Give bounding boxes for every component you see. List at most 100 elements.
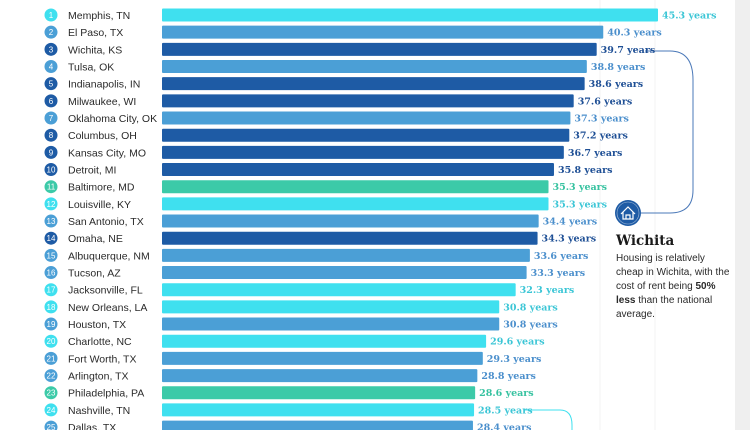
bar — [162, 214, 539, 228]
bar — [162, 8, 658, 22]
bar — [162, 317, 500, 331]
bar — [162, 180, 549, 194]
value-label: 45.3 years — [662, 11, 717, 22]
bar — [162, 403, 475, 417]
rank-badge — [44, 248, 58, 262]
rank-badge — [44, 266, 58, 280]
callout-connector — [641, 50, 694, 214]
rank-badge — [44, 334, 58, 348]
city-label: Kansas City, MO — [68, 147, 146, 159]
city-label: Oklahoma City, OK — [68, 113, 157, 125]
city-label: Columbus, OH — [68, 130, 137, 142]
value-label: 37.2 years — [573, 131, 628, 142]
value-label: 35.8 years — [558, 165, 613, 176]
city-label: Arlington, TX — [68, 371, 129, 383]
callout-title: Wichita — [616, 233, 675, 249]
rank-badge — [44, 128, 58, 142]
value-label: 33.6 years — [534, 251, 589, 262]
rank-number: 18 — [47, 303, 56, 312]
bar — [162, 369, 478, 383]
value-label: 32.3 years — [520, 285, 575, 296]
city-label: Baltimore, MD — [68, 182, 135, 194]
city-label: San Antonio, TX — [68, 216, 144, 228]
rank-badge — [44, 351, 58, 365]
callout-text-part: Housing is relatively cheap in Wichita, … — [616, 253, 730, 292]
wichita-callout: Wichita Housing is relatively cheap in W… — [616, 233, 734, 322]
callout-highlight: 50% less — [616, 281, 716, 306]
bar — [162, 266, 527, 280]
rank-badge — [44, 111, 58, 125]
rank-number: 24 — [47, 406, 56, 415]
rank-number: 13 — [47, 217, 56, 226]
rank-badge — [44, 317, 58, 331]
bar — [162, 25, 604, 39]
bar — [162, 94, 574, 108]
value-label: 30.8 years — [503, 320, 558, 331]
bar — [162, 77, 585, 91]
bar — [162, 386, 476, 400]
rank-badge — [44, 180, 58, 194]
rank-badge — [44, 60, 58, 74]
rank-number: 14 — [47, 234, 56, 243]
rank-number: 5 — [49, 80, 54, 89]
value-label: 37.6 years — [578, 96, 633, 107]
rank-badge — [44, 386, 58, 400]
rank-badge — [44, 77, 58, 91]
rank-number: 3 — [49, 45, 54, 54]
rank-badge — [44, 25, 58, 39]
value-label: 28.5 years — [478, 405, 533, 416]
city-label: Nashville, TN — [68, 405, 130, 417]
rank-number: 22 — [47, 372, 56, 381]
bar — [162, 420, 473, 430]
connector-line — [524, 409, 573, 430]
value-label: 30.8 years — [503, 302, 558, 313]
rank-badge — [44, 369, 58, 383]
rank-number: 9 — [49, 148, 54, 157]
rank-badge — [44, 197, 58, 211]
value-label: 34.4 years — [543, 217, 598, 228]
page-margin — [735, 0, 750, 430]
value-label: 29.6 years — [490, 337, 545, 348]
city-label: Jacksonville, FL — [68, 285, 143, 297]
value-label: 35.3 years — [553, 182, 608, 193]
value-label: 34.3 years — [542, 234, 597, 245]
bar — [162, 128, 570, 142]
value-label: 37.3 years — [574, 114, 629, 125]
rank-number: 12 — [47, 200, 56, 209]
value-label: 29.3 years — [487, 354, 542, 365]
bar — [162, 283, 516, 297]
city-label: New Orleans, LA — [68, 302, 147, 314]
rank-badge — [44, 163, 58, 177]
city-label: Omaha, NE — [68, 233, 123, 245]
rank-number: 15 — [47, 251, 56, 260]
city-label: Fort Worth, TX — [68, 353, 136, 365]
city-label: Wichita, KS — [68, 44, 122, 56]
value-label: 38.6 years — [589, 79, 644, 90]
bar — [162, 60, 587, 74]
bar — [162, 163, 554, 177]
rank-number: 4 — [49, 63, 54, 72]
rank-number: 1 — [49, 11, 54, 20]
callout-text-part: than the national average. — [616, 295, 713, 320]
value-label: 38.8 years — [591, 62, 646, 73]
bar — [162, 231, 538, 245]
value-label: 28.6 years — [479, 388, 534, 399]
rank-number: 8 — [49, 131, 54, 140]
rank-badge — [44, 8, 58, 22]
city-label: Memphis, TN — [68, 10, 130, 22]
value-label: 39.7 years — [601, 45, 656, 56]
rank-badge — [44, 42, 58, 56]
rank-badge — [44, 420, 58, 430]
city-label: Dallas, TX — [68, 422, 116, 430]
value-label: 33.3 years — [531, 268, 586, 279]
value-label: 28.4 years — [477, 423, 532, 430]
rank-number: 16 — [47, 269, 56, 278]
city-label: Albuquerque, NM — [68, 250, 150, 262]
city-label: El Paso, TX — [68, 27, 123, 39]
rank-number: 17 — [47, 286, 56, 295]
rank-number: 2 — [49, 28, 54, 37]
city-label: Detroit, MI — [68, 165, 116, 177]
city-label: Houston, TX — [68, 319, 126, 331]
value-label: 36.7 years — [568, 148, 623, 159]
